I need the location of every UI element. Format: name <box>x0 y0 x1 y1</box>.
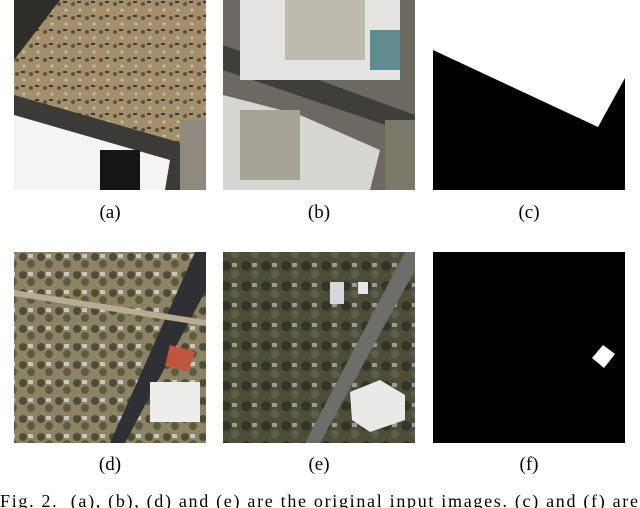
image-d <box>14 252 206 443</box>
image-a <box>14 0 206 190</box>
image-b <box>223 0 415 190</box>
panel-label: (d) <box>99 454 121 475</box>
panel-label: (f) <box>520 454 539 475</box>
caption: Fig. 2. (a), (b), (d) and (e) are the or… <box>0 491 638 508</box>
mask-c <box>433 0 625 190</box>
panel-label: (c) <box>518 202 539 223</box>
panel-label: (e) <box>308 454 329 475</box>
image-e <box>223 252 415 443</box>
mask-f <box>433 252 625 443</box>
panel-label: (a) <box>99 202 120 223</box>
panel-label: (b) <box>308 202 330 223</box>
